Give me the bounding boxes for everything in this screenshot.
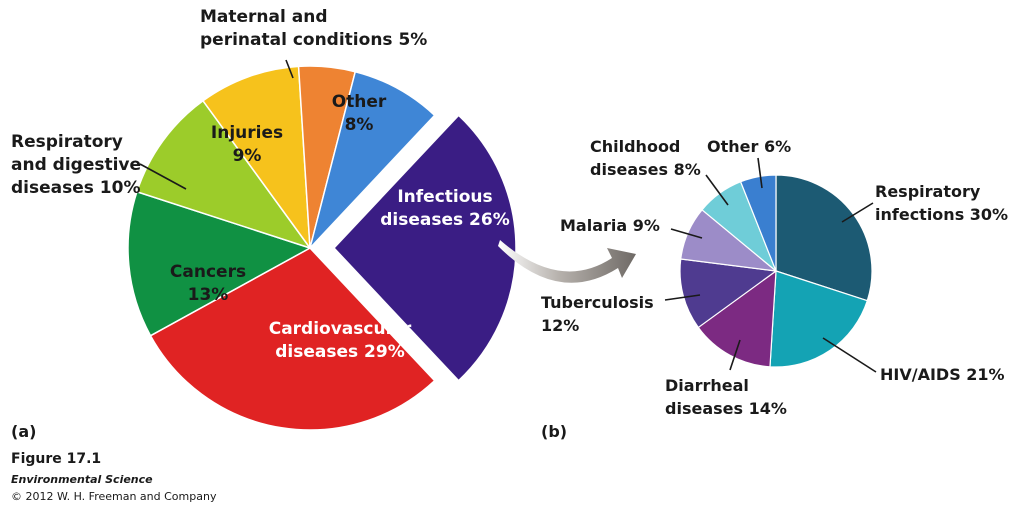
pie-a-label-respiratory-and-digestive-diseases: Respiratory and digestive diseases 10% <box>11 132 141 198</box>
pie-a-leader-maternal-and-perinatal-conditions <box>285 59 294 79</box>
pie-b-slice-tuberculosis <box>679 258 777 329</box>
pie-a-slice-injuries <box>202 65 311 249</box>
pie-b-label-respiratory-infections: Respiratory infections 30% <box>875 182 1008 224</box>
pie-b-slice-other <box>740 174 777 272</box>
pie-a-label-cardiovascular-diseases: Cardiovascular diseases 29% <box>269 319 412 362</box>
pie-b-leader-childhood-diseases <box>705 174 729 206</box>
pie-a-slice-respiratory-and-digestive-diseases <box>136 100 311 249</box>
figure-number: Figure 17.1 <box>11 451 102 467</box>
pie-b-label-other: Other 6% <box>707 137 791 156</box>
pie-a-label-other: Other 8% <box>332 92 387 135</box>
pie-b-leader-hiv-aids <box>822 337 877 373</box>
pie-a: Infectious diseases 26% Cardiovascular dise… <box>11 7 517 431</box>
pie-b-label-tuberculosis: Tuberculosis 12% <box>541 293 654 335</box>
pie-b-label-malaria: Malaria 9% <box>560 216 660 235</box>
copyright-line: © 2012 W. H. Freeman and Company <box>11 490 217 503</box>
pie-b-slice-hiv-aids <box>769 270 868 368</box>
pie-a-label-maternal-and-perinatal-conditions: Maternal and perinatal conditions 5% <box>200 7 427 50</box>
pie-b-leader-malaria <box>670 228 703 239</box>
pie-b-leader-respiratory-infections <box>841 202 874 223</box>
pie-b: Respiratory infections 30% HIV/AIDS 21% Dia… <box>541 137 1008 418</box>
pie-b-leader-other <box>757 157 763 189</box>
pie-b-labels: Respiratory infections 30% HIV/AIDS 21% Dia… <box>541 137 1008 418</box>
panel-b-label: (b) <box>541 422 567 441</box>
connector-arrow <box>498 240 636 283</box>
pie-b-leader-diarrheal-diseases <box>729 339 741 371</box>
pie-a-slice-cancers <box>127 191 311 337</box>
pie-b-slice-diarrheal-diseases <box>697 270 777 368</box>
book-title: Environmental Science <box>11 473 153 486</box>
pie-b-label-hiv-aids: HIV/AIDS 21% <box>880 365 1005 384</box>
panel-a-label: (a) <box>11 422 36 441</box>
pie-a-labels: Infectious diseases 26% Cardiovascular dise… <box>11 7 510 362</box>
pie-a-slice-cardiovascular-diseases <box>149 247 436 431</box>
pie-a-label-injuries: Injuries 9% <box>211 123 283 166</box>
pie-b-slices <box>679 174 873 368</box>
pie-b-label-diarrheal-diseases: Diarrheal diseases 14% <box>665 376 787 418</box>
pie-a-label-infectious-diseases: Infectious diseases 26% <box>380 187 510 230</box>
pie-a-slices <box>127 65 517 431</box>
pie-a-slice-infectious-diseases <box>333 114 517 382</box>
pie-a-slice-other <box>309 70 436 249</box>
pie-a-leader-respiratory-and-digestive-diseases <box>139 163 187 190</box>
pie-b-label-childhood-diseases: Childhood diseases 8% <box>590 137 701 179</box>
pie-a-label-cancers: Cancers 13% <box>170 262 246 305</box>
pie-b-leader-tuberculosis <box>664 294 701 301</box>
